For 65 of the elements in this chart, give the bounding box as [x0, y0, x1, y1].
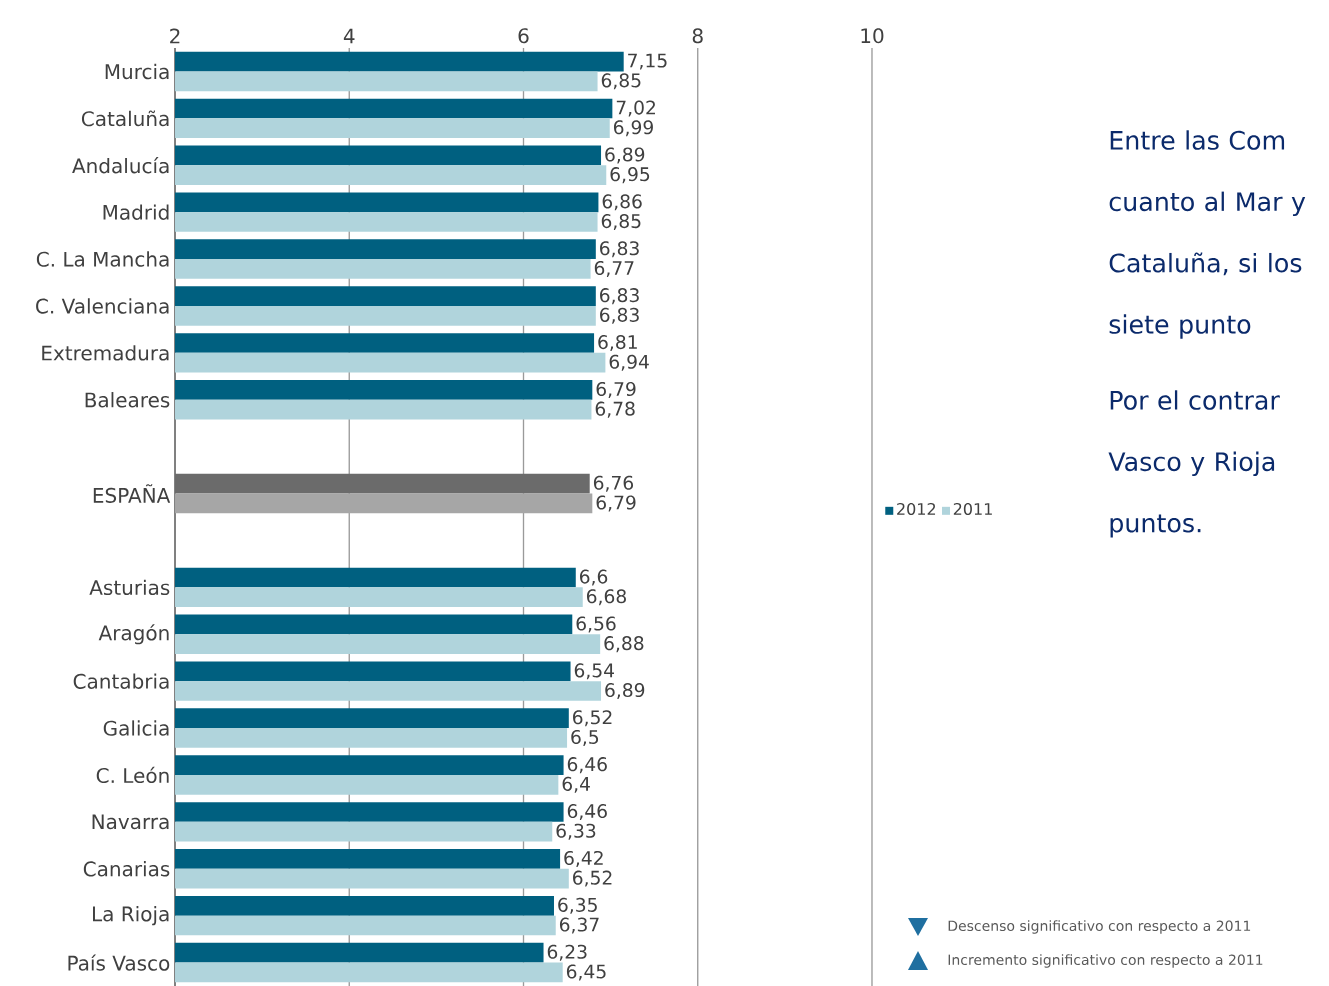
data-label: 6,54	[574, 663, 614, 680]
data-label: 6,79	[596, 381, 636, 398]
data-label: 6,35	[558, 897, 597, 914]
data-label: 6,95	[610, 167, 650, 184]
data-label: 6,46	[567, 757, 607, 774]
y-tick-label: Asturias	[89, 579, 170, 596]
y-tick-label: La Rioja	[93, 905, 169, 926]
data-label: 6,52	[573, 870, 612, 887]
data-label: 6,99	[613, 120, 653, 137]
text: Incremento significativo con respecto a 2011	[948, 954, 1263, 968]
data-label: 6,85	[601, 213, 641, 231]
y-tick-label: Murcia	[105, 63, 169, 80]
data-label: 7,15	[628, 53, 667, 70]
legend-label: 2012	[897, 502, 936, 516]
y-tick-label: Cataluña	[81, 110, 169, 127]
data-label: 7,02	[616, 100, 655, 117]
data-label: 6,77	[594, 260, 634, 277]
data-label: 6,56	[576, 616, 616, 633]
data-label: 6,76	[593, 475, 634, 492]
data-label: 6,6	[580, 569, 608, 586]
text: Descenso significativo con respecto a 2011	[948, 920, 1251, 934]
data-label: 6,94	[609, 354, 649, 371]
data-label: 6,78	[595, 401, 635, 418]
data-label: 6,68	[586, 589, 626, 606]
data-label: 6,83	[600, 241, 639, 258]
y-tick-label: C. Valenciana	[36, 298, 169, 314]
x-tick-label: 8	[692, 28, 703, 44]
x-tick-label: 4	[343, 28, 355, 44]
data-label: 6,86	[602, 194, 642, 211]
data-label: 6,79	[596, 495, 636, 512]
data-label: 6,4	[562, 776, 590, 793]
x-tick-label: 10	[861, 28, 884, 44]
y-tick-label: Madrid	[103, 204, 169, 220]
y-tick-label: País Vasco	[68, 954, 170, 971]
data-label: 6,83	[600, 307, 639, 324]
y-tick-label: Canarias	[83, 861, 170, 877]
x-tick-label: 2	[170, 28, 180, 44]
y-tick-label: C. León	[96, 766, 169, 784]
data-label: 6,23	[547, 944, 587, 961]
legend-label: 2011	[953, 502, 992, 516]
data-label: 6,52	[573, 710, 612, 727]
y-tick-label: Extremadura	[42, 345, 169, 361]
data-label: 6,33	[556, 823, 596, 840]
y-tick-label: Cantabria	[73, 673, 169, 689]
data-label: 6,45	[566, 964, 606, 981]
y-tick-label: Galicia	[103, 720, 169, 736]
text: Por el contrar Vasco y Rioja puntos.	[1108, 390, 1280, 538]
data-label: 6,42	[564, 850, 603, 867]
data-label: 6,81	[598, 334, 637, 352]
x-tick-label: 6	[518, 28, 529, 44]
y-tick-label: C. La Mancha	[36, 251, 169, 267]
data-label: 6,37	[559, 917, 599, 934]
data-label: 6,5	[571, 729, 599, 746]
y-tick-label: ESPAÑA	[93, 484, 171, 503]
text: Entre las Com cuanto al Mar y Cataluña, si los siete punto	[1109, 130, 1306, 339]
data-label: 6,89	[605, 147, 645, 164]
data-label: 6,85	[601, 73, 641, 90]
y-tick-label: Baleares	[85, 392, 170, 408]
y-tick-label: Aragón	[98, 624, 169, 645]
data-label: 6,88	[604, 636, 644, 653]
data-label: 6,83	[600, 288, 639, 305]
data-label: 6,89	[605, 682, 645, 700]
y-tick-label: Andalucía	[72, 157, 169, 174]
data-label: 6,46	[567, 803, 607, 821]
y-tick-label: Navarra	[92, 814, 169, 830]
